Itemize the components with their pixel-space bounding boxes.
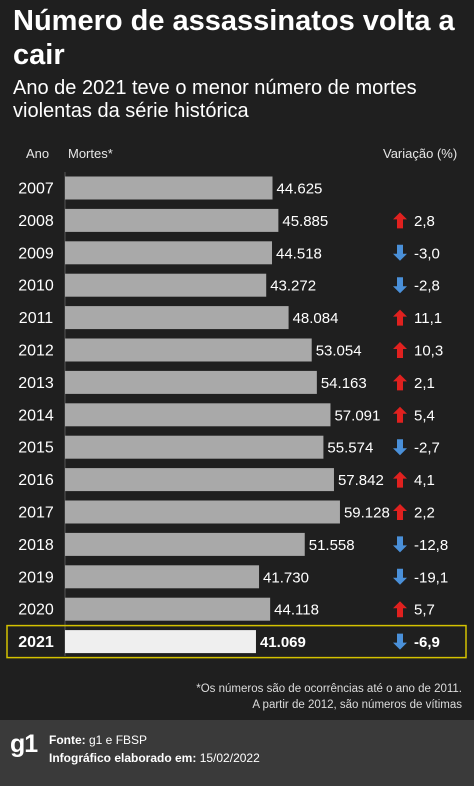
bar xyxy=(65,176,273,200)
variation-label: 5,4 xyxy=(414,407,435,424)
arrow-up-icon xyxy=(393,504,407,520)
source-label: Fonte: xyxy=(49,733,86,747)
arrow-down-icon xyxy=(393,633,407,650)
variation-column-header: Variação (%) xyxy=(383,146,458,161)
g1-logo: g1 xyxy=(10,730,38,758)
variation-label: -19,1 xyxy=(414,569,448,586)
year-label: 2019 xyxy=(18,569,54,586)
date-value: 15/02/2022 xyxy=(199,751,260,765)
arrow-down-icon xyxy=(393,536,407,553)
year-label: 2021 xyxy=(18,634,54,651)
bar xyxy=(65,435,324,459)
year-label: 2016 xyxy=(18,472,54,489)
year-label: 2013 xyxy=(18,375,54,392)
bar-chart: 2007 44.625 2008 45.885 2,8 2009 44.518 -3,0 201… xyxy=(6,172,467,659)
variation-label: 11,1 xyxy=(414,310,442,327)
bar xyxy=(65,500,340,524)
bar xyxy=(65,370,317,394)
value-label: 57.842 xyxy=(338,472,384,489)
year-label: 2008 xyxy=(18,213,54,230)
bar xyxy=(65,241,273,265)
year-label: 2007 xyxy=(18,181,54,198)
bar xyxy=(65,468,334,492)
highlight-row-border xyxy=(6,624,467,659)
value-label: 48.084 xyxy=(293,310,339,327)
arrow-down-icon xyxy=(393,277,407,294)
year-label: 2012 xyxy=(18,343,54,360)
variation-label: -6,9 xyxy=(414,634,440,651)
bar xyxy=(65,597,271,621)
variation-label: -3,0 xyxy=(414,245,440,262)
arrow-up-icon xyxy=(393,601,407,618)
year-label: 2020 xyxy=(18,602,54,619)
arrow-down-icon xyxy=(393,439,407,456)
deaths-column-header: Mortes* xyxy=(68,146,113,161)
footnote: *Os números são de ocorrências até o ano… xyxy=(42,681,462,713)
value-label: 53.054 xyxy=(316,343,362,360)
value-label: 55.574 xyxy=(327,440,373,457)
bar xyxy=(65,403,331,427)
value-label: 41.730 xyxy=(263,569,309,586)
value-label: 57.091 xyxy=(334,407,380,424)
variation-label: -2,7 xyxy=(414,440,440,457)
year-label: 2017 xyxy=(18,505,54,522)
arrow-up-icon xyxy=(393,406,407,423)
value-label: 45.885 xyxy=(282,213,328,230)
arrow-up-icon xyxy=(393,374,407,391)
bar xyxy=(65,565,260,589)
chart-subtitle: Ano de 2021 teve o menor número de morte… xyxy=(13,77,417,122)
bar xyxy=(65,338,312,362)
arrow-down-icon xyxy=(393,244,407,261)
arrow-up-icon xyxy=(393,212,407,229)
source-value: g1 e FBSP xyxy=(89,733,148,747)
footnote-line-1: *Os números são de ocorrências até o ano… xyxy=(196,683,462,695)
value-label: 44.118 xyxy=(274,602,319,619)
variation-label: 2,8 xyxy=(414,213,435,230)
footnote-line-2: A partir de 2012, são números de vítimas xyxy=(252,699,462,711)
year-label: 2009 xyxy=(18,245,54,262)
value-label: 41.069 xyxy=(260,634,306,651)
arrow-up-icon xyxy=(393,471,407,488)
year-label: 2014 xyxy=(18,407,54,424)
source-line: Fonte: g1 e FBSP xyxy=(49,733,147,747)
year-label: 2015 xyxy=(18,440,54,457)
date-line: Infográfico elaborado em: 15/02/2022 xyxy=(49,751,260,765)
bar xyxy=(65,532,305,556)
arrow-up-icon xyxy=(393,309,407,326)
year-column-header: Ano xyxy=(26,146,50,161)
variation-label: 2,2 xyxy=(414,505,435,522)
variation-label: 10,3 xyxy=(414,343,443,360)
bar xyxy=(65,306,289,330)
footer: g1 Fonte: g1 e FBSP Infográfico elaborad… xyxy=(0,720,474,786)
value-label: 44.625 xyxy=(277,181,323,198)
bar xyxy=(65,208,279,232)
year-label: 2018 xyxy=(18,537,54,554)
year-label: 2010 xyxy=(18,278,54,295)
variation-label: 2,1 xyxy=(414,375,435,392)
bar xyxy=(65,273,267,297)
arrow-down-icon xyxy=(393,568,407,585)
value-label: 51.558 xyxy=(309,537,355,554)
variation-label: -12,8 xyxy=(414,537,448,554)
year-label: 2011 xyxy=(19,310,54,327)
value-label: 44.518 xyxy=(276,245,322,262)
value-label: 59.128 xyxy=(344,505,390,522)
bar xyxy=(65,630,256,654)
date-label: Infográfico elaborado em: xyxy=(49,751,197,765)
value-label: 54.163 xyxy=(321,375,367,392)
variation-label: 5,7 xyxy=(414,602,435,619)
variation-label: -2,8 xyxy=(414,278,440,295)
arrow-up-icon xyxy=(393,342,407,358)
variation-label: 4,1 xyxy=(414,472,435,489)
chart-title: Número de assassinatos volta a cair xyxy=(13,5,455,71)
value-label: 43.272 xyxy=(270,278,316,295)
